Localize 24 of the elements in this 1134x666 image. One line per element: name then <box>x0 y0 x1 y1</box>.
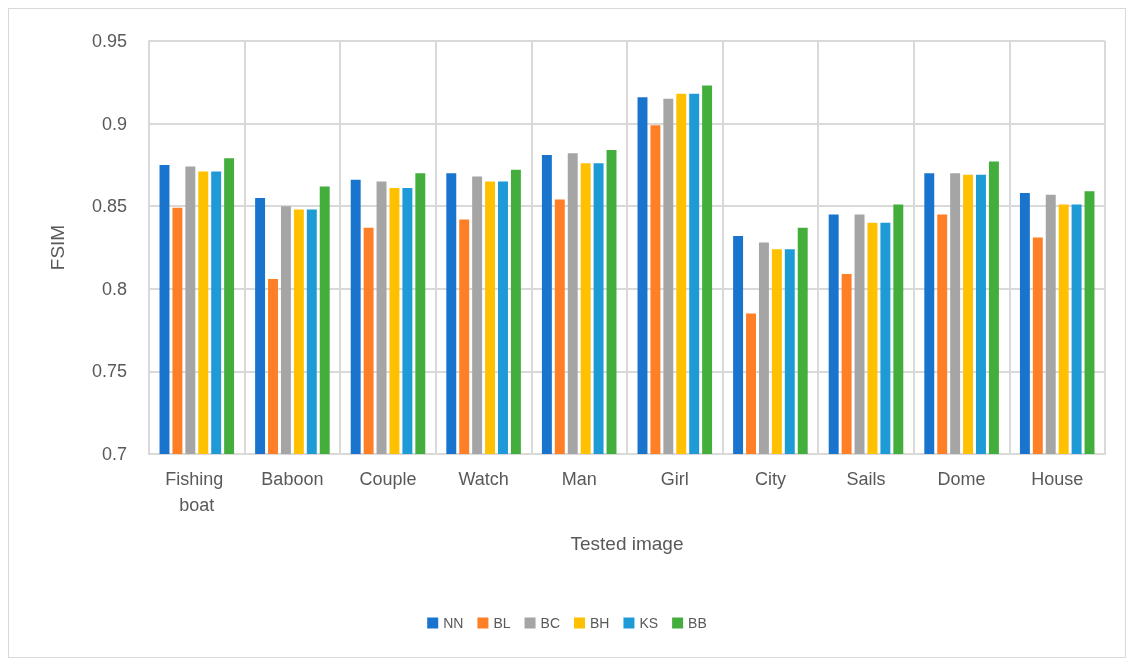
legend-label: BL <box>493 615 511 631</box>
y-tick-label: 0.7 <box>101 444 127 464</box>
y-axis-title: FSIM <box>47 224 68 271</box>
x-tick-label: Watch <box>458 469 509 489</box>
legend-label: KS <box>639 615 659 631</box>
legend-label: BB <box>688 615 707 631</box>
x-tick-label: Dome <box>937 469 986 489</box>
y-tick-label: 0.85 <box>91 196 127 217</box>
x-tick-label: Baboon <box>261 469 324 489</box>
y-tick-label: 0.95 <box>91 31 127 51</box>
x-tick-label: Man <box>561 469 597 489</box>
legend-label: BC <box>540 615 560 631</box>
y-tick-label: 0.75 <box>91 361 127 382</box>
legend-label: NN <box>443 615 464 631</box>
legend-label: BH <box>590 615 610 631</box>
x-tick-label: Sails <box>846 469 886 489</box>
x-tick-label: House <box>1031 469 1084 489</box>
x-tick-label: City <box>754 469 786 489</box>
y-tick-label: 0.9 <box>101 113 127 134</box>
y-tick-label: 0.8 <box>101 278 127 299</box>
x-axis-title: Tested image <box>570 533 684 554</box>
x-tick-label: Fishing boat <box>165 469 229 515</box>
x-tick-label: Couple <box>359 469 417 489</box>
x-tick-label: Girl <box>660 469 689 489</box>
